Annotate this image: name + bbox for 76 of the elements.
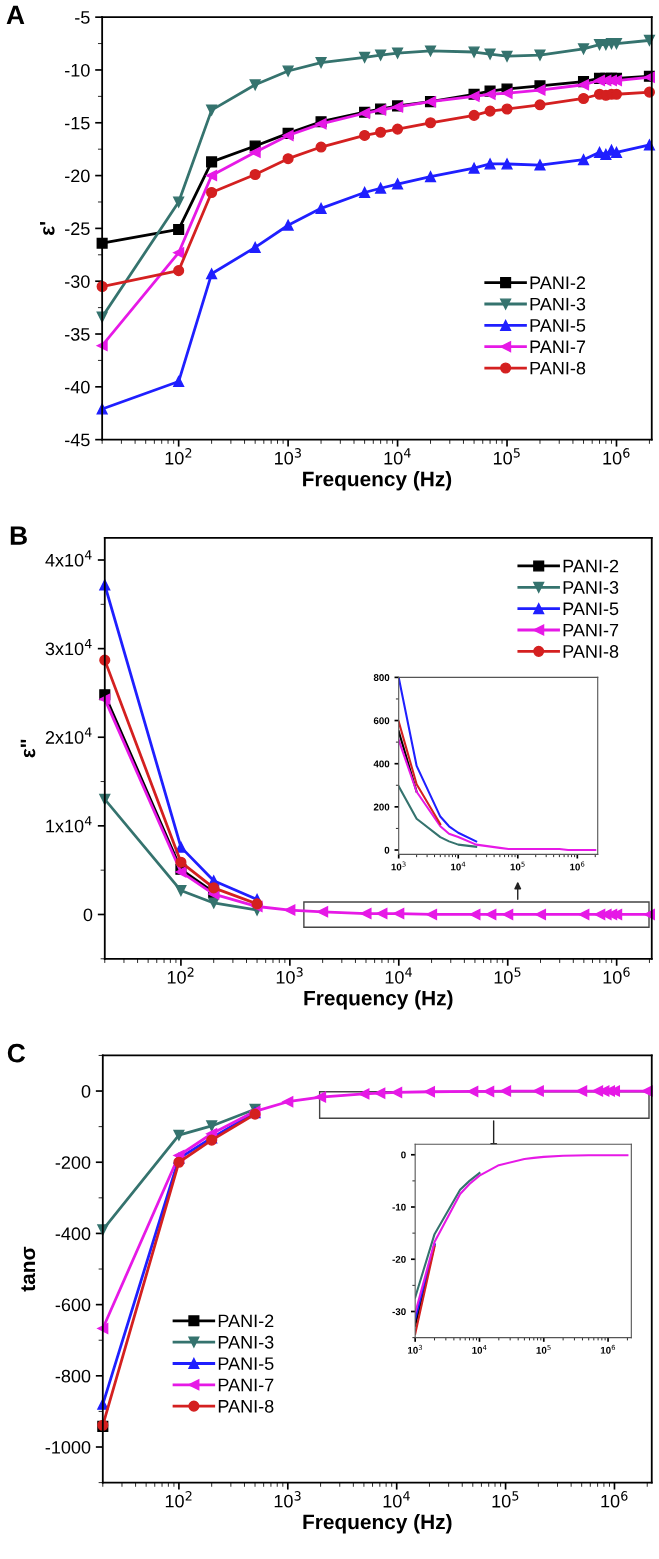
legend-label: PANI-7 [563,623,619,637]
x-axis-title: Frequency (Hz) [304,990,453,1010]
x-tick-label: 10$^{3}$ [408,1344,423,1354]
x-tick-label: 10$^{4}$ [383,1491,410,1508]
x-tick-label: 10$^{2}$ [167,967,194,984]
chart-title: A [6,5,25,24]
y-tick-label: 400 [373,760,390,768]
y-tick-label: -400 [55,1227,91,1241]
x-tick-label: 10$^{4}$ [384,448,411,465]
x-tick-label: 10$^{5}$ [536,1344,551,1354]
x-tick-label: 10$^{5}$ [510,861,525,871]
y-tick-label: -10 [65,63,90,77]
x-tick-label: 10$^{3}$ [391,861,406,871]
y-tick-label: 1x10$^{4}$ [46,816,92,833]
y-tick-label: 200 [373,803,390,811]
x-tick-label: 10$^{5}$ [493,448,520,465]
y-axis-title: ε' [40,222,55,236]
legend-label: PANI-8 [218,1399,274,1413]
x-tick-label: 10$^{2}$ [165,448,192,465]
y-tick-label: 4x10$^{4}$ [45,550,92,567]
legend-label: PANI-5 [563,602,619,616]
y-tick-label: 0 [401,1151,406,1159]
x-tick-label: 10$^{6}$ [603,448,630,465]
x-tick-label: 10$^{3}$ [275,448,301,465]
y-axis-title: tanσ [21,1246,36,1292]
y-tick-label: 600 [373,717,390,725]
legend-label: PANI-3 [563,581,619,594]
y-tick-label: -35 [65,327,90,341]
x-tick-label: 10$^{3}$ [276,967,303,984]
legend-label: PANI-2 [530,276,586,289]
y-tick-label: -5 [75,11,90,24]
x-axis-title: Frequency (Hz) [303,471,452,491]
y-tick-label: -45 [65,433,90,447]
y-tick-label: -600 [55,1298,91,1312]
y-tick-label: 3x10$^{4}$ [45,638,92,656]
x-tick-label: 10$^{4}$ [472,1344,487,1354]
y-tick-label: -200 [55,1156,91,1169]
chart-title: C [7,1043,26,1063]
y-tick-label: -25 [65,222,90,236]
y-tick-label: 0 [81,1084,91,1098]
y-tick-label: -1000 [45,1440,91,1454]
y-tick-label: 2x10$^{4}$ [45,727,92,744]
x-tick-label: 10$^{6}$ [600,1344,616,1354]
y-tick-label: -15 [65,116,90,130]
legend-label: PANI-3 [530,297,586,311]
x-tick-label: 10$^{4}$ [385,967,412,984]
y-tick-label: -40 [65,380,90,394]
legend-label: PANI-5 [218,1357,274,1370]
y-tick-label: 0 [384,846,390,854]
y-axis-title: ε" [20,739,36,758]
x-tick-label: 10$^{6}$ [570,861,585,871]
x-tick-label: 10$^{3}$ [274,1491,301,1508]
y-tick-label: -20 [392,1255,406,1263]
legend-label: PANI-5 [530,319,586,332]
x-tick-label: 10$^{2}$ [165,1491,192,1508]
y-tick-label: -10 [392,1203,406,1211]
legend-label: PANI-2 [218,1314,274,1328]
y-tick-label: -800 [55,1369,91,1383]
y-tick-label: -30 [65,275,90,288]
chart-title: B [10,526,27,545]
x-tick-label: 10$^{5}$ [494,967,521,984]
x-tick-label: 10$^{6}$ [603,967,630,984]
x-axis-title: Frequency (Hz) [303,1514,452,1534]
y-tick-label: -30 [392,1308,406,1316]
legend-label: PANI-7 [530,340,586,354]
x-tick-label: 10$^{4}$ [451,861,466,871]
y-tick-label: -20 [65,169,90,183]
x-tick-label: 10$^{5}$ [492,1491,519,1508]
y-tick-label: 0 [83,908,93,922]
x-tick-label: 10$^{6}$ [601,1491,628,1508]
legend-label: PANI-8 [563,645,619,658]
legend-label: PANI-7 [218,1378,274,1392]
legend-label: PANI-3 [218,1335,274,1349]
legend-label: PANI-2 [563,559,619,573]
legend-label: PANI-8 [530,361,586,375]
y-tick-label: 800 [373,674,390,681]
